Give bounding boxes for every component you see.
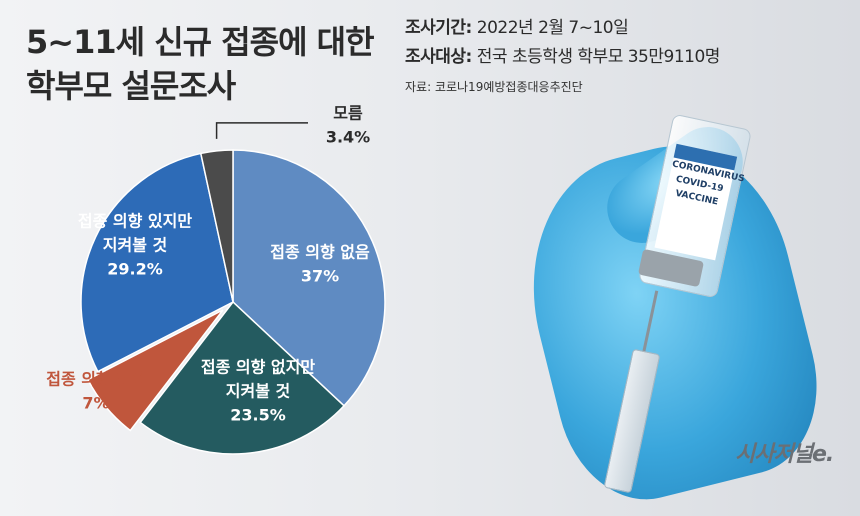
survey-target-value: 전국 초등학생 학부모 35만9110명 [476, 47, 721, 67]
slice-value-label: 7% [82, 394, 109, 413]
publisher-logo: 시사저널e. [735, 442, 834, 467]
pie-slice [80, 152, 234, 373]
slice-category-label: 지켜볼 것 [226, 382, 290, 401]
slice-category-label: 지켜볼 것 [103, 236, 167, 255]
slice-value-label: 3.4% [326, 128, 370, 147]
survey-period: 조사기간: 2022년 2월 7~10일 [405, 14, 720, 43]
title-line-1: 5~11세 신규 접종에 대한 [26, 23, 375, 61]
survey-target-label: 조사대상: [405, 47, 472, 67]
slice-category-label: 접종 의향 있음 [46, 370, 146, 389]
survey-target: 조사대상: 전국 초등학생 학부모 35만9110명 [405, 43, 720, 72]
pie-slice [139, 300, 346, 455]
slice-value-label: 23.5% [230, 406, 286, 425]
pie-slice [232, 149, 386, 407]
pie-slice [86, 309, 224, 432]
slice-category-label: 모름 [333, 104, 363, 123]
slice-category-label: 접종 의향 없지만 [201, 358, 315, 377]
survey-period-value: 2022년 2월 7~10일 [476, 18, 629, 38]
title-line-2: 학부모 설문조사 [26, 67, 236, 105]
pie-slice [199, 149, 234, 303]
slice-category-label: 접종 의향 없음 [270, 243, 370, 262]
leader-line [215, 122, 308, 139]
slice-category-label: 접종 의향 있지만 [78, 212, 192, 231]
chart-title: 5~11세 신규 접종에 대한 학부모 설문조사 [26, 20, 375, 108]
survey-period-label: 조사기간: [405, 18, 472, 38]
slice-value-label: 29.2% [107, 260, 163, 279]
survey-info: 조사기간: 2022년 2월 7~10일 조사대상: 전국 초등학생 학부모 3… [405, 14, 720, 98]
slice-value-label: 37% [301, 267, 339, 286]
source-note: 자료: 코로나19예방접종대응추진단 [405, 80, 583, 94]
